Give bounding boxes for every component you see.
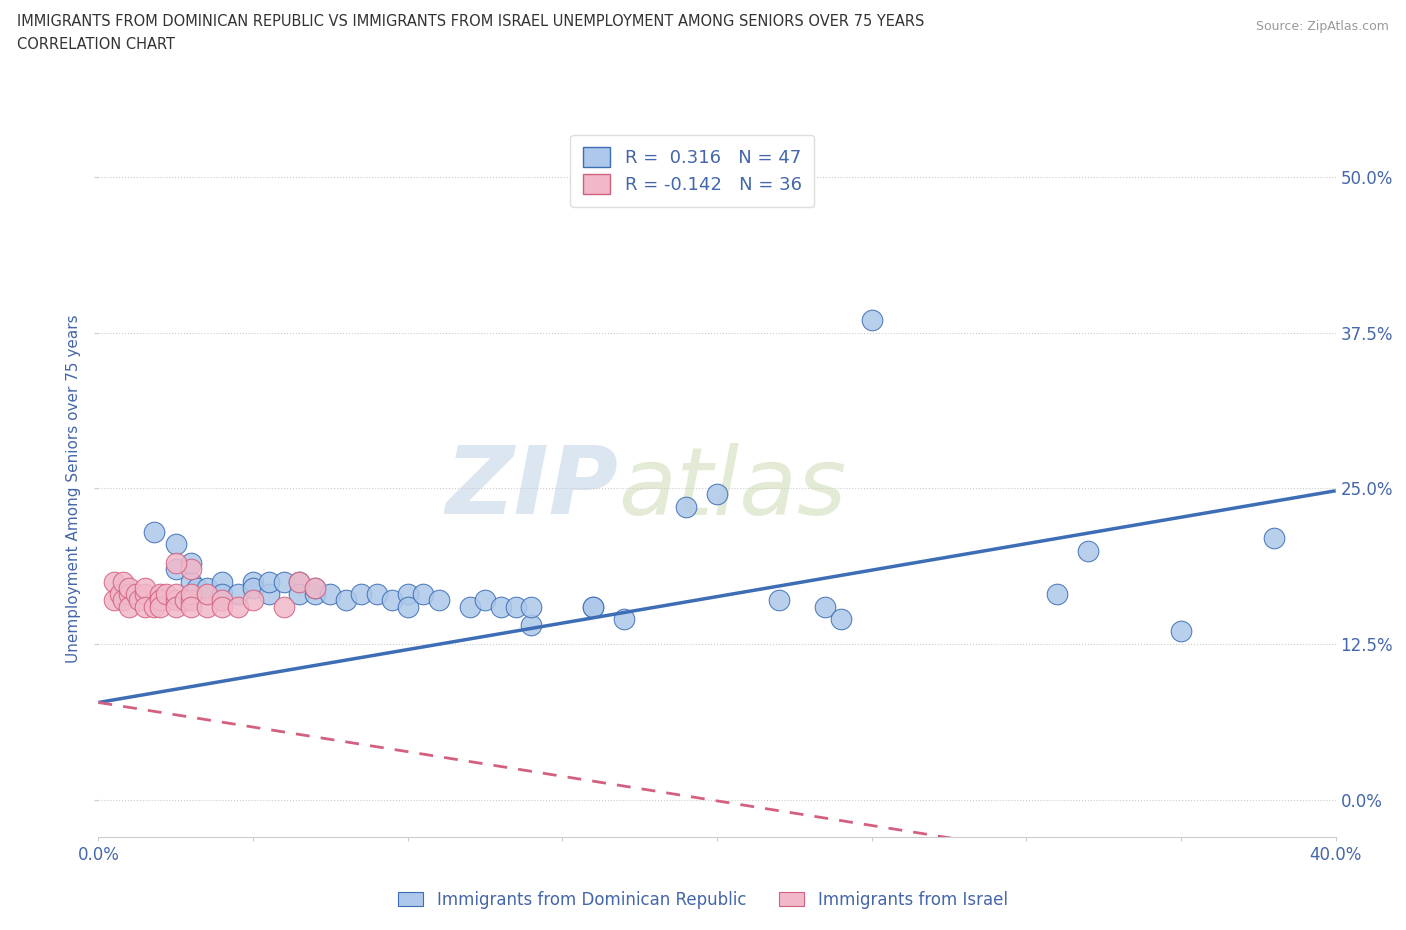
Point — [124, 587, 146, 602]
Point — [165, 562, 187, 577]
Point — [128, 593, 150, 608]
Text: atlas: atlas — [619, 443, 846, 534]
Point — [288, 587, 311, 602]
Point — [1170, 624, 1192, 639]
Point — [180, 562, 202, 577]
Point — [381, 593, 404, 608]
Point — [582, 599, 605, 614]
Point — [211, 587, 233, 602]
Point — [149, 599, 172, 614]
Point — [165, 537, 187, 551]
Point — [195, 580, 218, 595]
Point — [412, 587, 434, 602]
Point — [350, 587, 373, 602]
Point — [174, 593, 197, 608]
Point — [288, 574, 311, 589]
Point — [143, 525, 166, 539]
Point — [304, 587, 326, 602]
Point — [613, 612, 636, 627]
Point — [165, 587, 187, 602]
Point — [134, 599, 156, 614]
Point — [273, 599, 295, 614]
Point — [149, 593, 172, 608]
Point — [211, 574, 233, 589]
Point — [211, 599, 233, 614]
Point — [1046, 587, 1069, 602]
Point — [186, 580, 208, 595]
Point — [195, 599, 218, 614]
Point — [257, 574, 280, 589]
Point — [118, 580, 141, 595]
Point — [149, 587, 172, 602]
Point — [180, 574, 202, 589]
Text: Source: ZipAtlas.com: Source: ZipAtlas.com — [1256, 20, 1389, 33]
Legend: R =  0.316   N = 47, R = -0.142   N = 36: R = 0.316 N = 47, R = -0.142 N = 36 — [571, 135, 814, 206]
Point — [180, 555, 202, 570]
Point — [134, 587, 156, 602]
Point — [180, 599, 202, 614]
Point — [195, 587, 218, 602]
Point — [1263, 531, 1285, 546]
Point — [180, 587, 202, 602]
Point — [242, 593, 264, 608]
Text: CORRELATION CHART: CORRELATION CHART — [17, 37, 174, 52]
Y-axis label: Unemployment Among Seniors over 75 years: Unemployment Among Seniors over 75 years — [66, 314, 82, 662]
Point — [319, 587, 342, 602]
Point — [226, 599, 249, 614]
Point — [180, 593, 202, 608]
Point — [304, 580, 326, 595]
Point — [165, 555, 187, 570]
Point — [103, 593, 125, 608]
Point — [304, 580, 326, 595]
Point — [118, 587, 141, 602]
Point — [474, 593, 496, 608]
Point — [134, 580, 156, 595]
Legend: Immigrants from Dominican Republic, Immigrants from Israel: Immigrants from Dominican Republic, Immi… — [389, 883, 1017, 917]
Point — [860, 312, 883, 327]
Point — [830, 612, 852, 627]
Point — [814, 599, 837, 614]
Point — [396, 587, 419, 602]
Point — [505, 599, 527, 614]
Point — [489, 599, 512, 614]
Point — [458, 599, 481, 614]
Point — [108, 587, 131, 602]
Point — [112, 574, 135, 589]
Point — [706, 487, 728, 502]
Point — [165, 599, 187, 614]
Point — [273, 574, 295, 589]
Text: IMMIGRANTS FROM DOMINICAN REPUBLIC VS IMMIGRANTS FROM ISRAEL UNEMPLOYMENT AMONG : IMMIGRANTS FROM DOMINICAN REPUBLIC VS IM… — [17, 14, 924, 29]
Point — [582, 599, 605, 614]
Point — [366, 587, 388, 602]
Point — [112, 593, 135, 608]
Point — [155, 587, 177, 602]
Point — [768, 593, 790, 608]
Text: ZIP: ZIP — [446, 443, 619, 534]
Point — [118, 599, 141, 614]
Point — [242, 574, 264, 589]
Point — [520, 599, 543, 614]
Point — [165, 593, 187, 608]
Point — [1077, 543, 1099, 558]
Point — [396, 599, 419, 614]
Point — [288, 574, 311, 589]
Point — [427, 593, 450, 608]
Point — [103, 574, 125, 589]
Point — [242, 580, 264, 595]
Point — [675, 499, 697, 514]
Point — [257, 587, 280, 602]
Point — [143, 599, 166, 614]
Point — [520, 618, 543, 632]
Point — [211, 593, 233, 608]
Point — [335, 593, 357, 608]
Point — [226, 587, 249, 602]
